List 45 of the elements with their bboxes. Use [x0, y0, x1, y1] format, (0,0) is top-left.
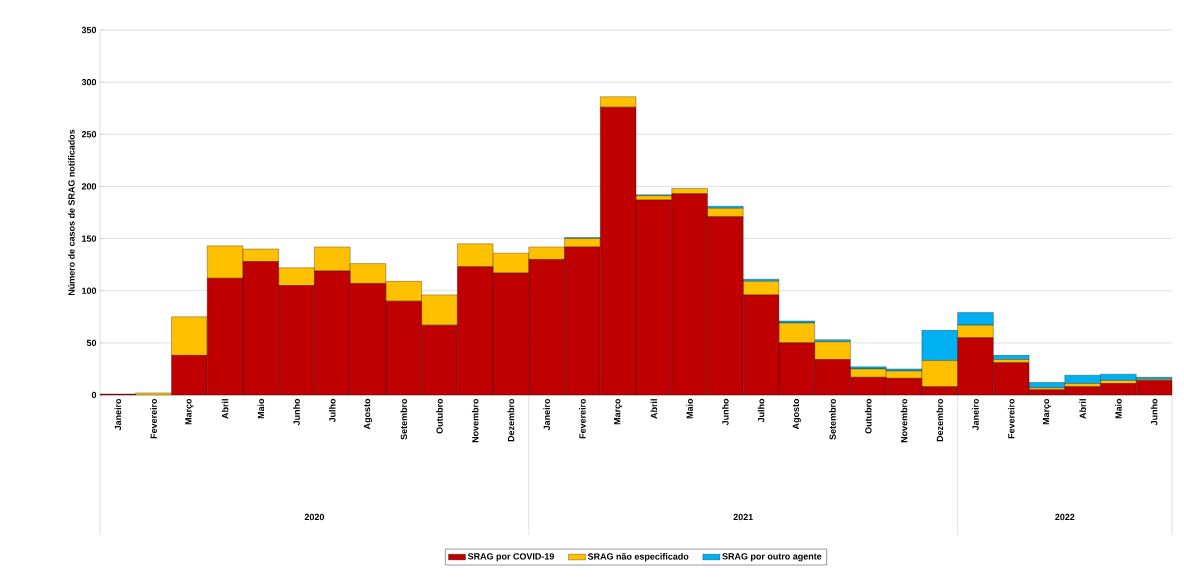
- x-tick-label: Setembro: [829, 398, 836, 440]
- x-tick-label: Agosto: [792, 398, 801, 430]
- x-tick-label: Maio: [1115, 398, 1122, 419]
- x-tick-label: Julho: [328, 398, 336, 423]
- x-tick-label: Março: [614, 398, 623, 425]
- x-tick-label: Julho: [757, 398, 765, 423]
- x-tick-label: Janeiro: [543, 398, 550, 431]
- y-tick-label: 250: [81, 131, 97, 138]
- x-tick-label: Dezembro: [507, 398, 515, 442]
- y-tick-label: 300: [81, 78, 97, 86]
- text: 2022: [1055, 513, 1075, 521]
- x-tick-label: Novembro: [471, 398, 479, 443]
- y-tick-label: 150: [82, 235, 97, 242]
- y-tick-label: 0: [91, 391, 97, 399]
- y-tick-label: 50: [86, 339, 97, 347]
- x-tick-label: Fevereiro: [1007, 398, 1015, 439]
- legend-label: SRAG por outro agente: [722, 553, 822, 562]
- x-tick-label: Março: [1042, 398, 1051, 425]
- x-tick-label: Outubro: [436, 398, 443, 434]
- x-tick-label: Dezembro: [936, 398, 944, 442]
- text: 2020: [304, 513, 325, 521]
- x-tick-label: Junho: [1150, 398, 1158, 426]
- y-tick-label: 350: [81, 26, 97, 34]
- y-axis-title: Número de casos de SRAG notificados: [68, 129, 75, 296]
- x-tick-label: Abril: [221, 399, 229, 419]
- x-tick-label: Novembro: [900, 398, 908, 443]
- x-tick-label: Maio: [686, 398, 693, 419]
- x-tick-label: Janeiro: [972, 398, 979, 431]
- x-tick-label: Março: [185, 398, 194, 425]
- x-tick-label: Outubro: [864, 398, 872, 434]
- x-tick-label: Agosto: [363, 398, 373, 430]
- legend-label: SRAG não especificado: [587, 553, 689, 562]
- text: 2021: [733, 513, 753, 521]
- y-tick-label: 200: [81, 183, 97, 190]
- x-tick-label: Maio: [257, 398, 265, 419]
- legend-label: SRAG por COVID-19: [467, 553, 554, 562]
- x-tick-label: Setembro: [400, 398, 408, 440]
- y-tick-label: 100: [82, 287, 97, 294]
- x-tick-label: Junho: [293, 398, 300, 426]
- x-tick-label: Fevereiro: [579, 398, 586, 439]
- x-tick-label: Fevereiro: [150, 398, 157, 439]
- x-tick-label: Abril: [650, 399, 658, 419]
- x-tick-label: Abril: [1079, 399, 1086, 419]
- x-tick-label: Janeiro: [114, 398, 122, 431]
- x-tick-label: Junho: [722, 398, 729, 426]
